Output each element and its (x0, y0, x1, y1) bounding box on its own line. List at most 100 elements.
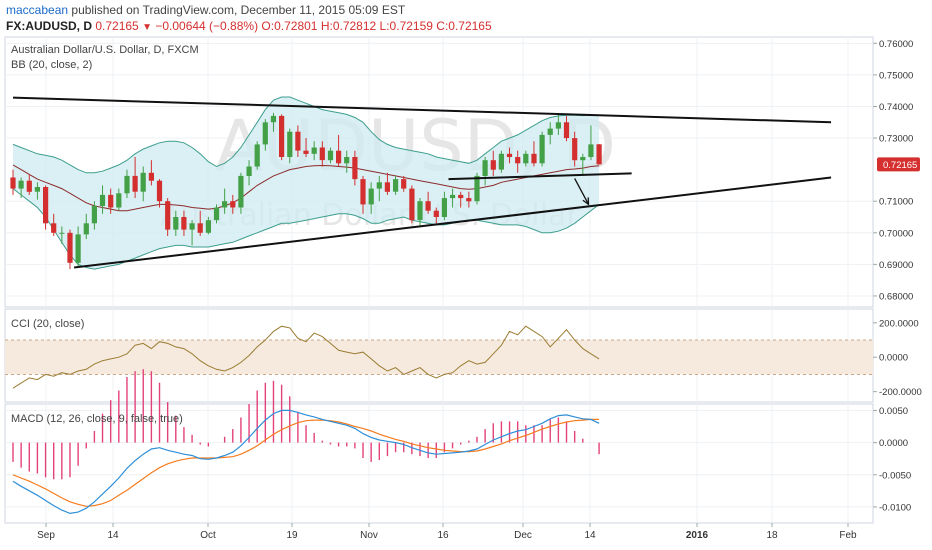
candle-body (523, 153, 529, 164)
candle-body (59, 232, 65, 234)
candle-body (490, 160, 496, 170)
candle-body (547, 128, 553, 135)
time-tick-label: Dec (514, 530, 532, 541)
candle-body (531, 153, 537, 164)
candle-body (344, 157, 350, 164)
candle-body (441, 198, 447, 217)
candle-body (588, 144, 594, 157)
candle-body (140, 172, 146, 192)
time-tick-label: Nov (360, 530, 378, 541)
candle-body (425, 201, 431, 211)
candle-body (246, 166, 252, 176)
cci-pane[interactable]: 200.0000 0.0000 -200.0000 CCI (20, close) (4, 308, 922, 403)
author-name[interactable]: maccabean (6, 3, 69, 17)
macd-grid (5, 404, 873, 523)
candle-body (352, 157, 358, 180)
candle-body (368, 188, 374, 205)
price-tick-label: 0.74000 (879, 102, 913, 113)
time-tick-label: 18 (766, 530, 778, 541)
trendlines[interactable] (12, 96, 832, 269)
price-tick-label: 0.76000 (879, 39, 913, 50)
upper-trendline (12, 96, 832, 124)
candle-body (124, 175, 130, 194)
time-tick-label: 14 (107, 530, 119, 541)
candle-body (26, 180, 32, 192)
cci-band (5, 340, 873, 375)
candle-body (319, 147, 325, 161)
ohlc-line: FX:AUDUSD, D 0.72165 ▼ −0.00644 (−0.88%)… (6, 19, 492, 33)
short-support-line (448, 172, 632, 181)
macd-signal-line (12, 418, 600, 507)
candle-body (279, 115, 285, 157)
candle-body (417, 201, 423, 221)
macd-tick-label: 0.0050 (879, 406, 908, 417)
candle-body (238, 175, 244, 208)
candle-body (393, 179, 399, 192)
price-tick-label: 0.73000 (879, 134, 913, 145)
candle-body (498, 153, 504, 170)
candle-body (34, 187, 40, 192)
candle-body (222, 201, 228, 208)
candle-body (409, 188, 415, 221)
candle-body (474, 175, 480, 202)
down-triangle-icon: ▼ (142, 22, 152, 33)
candle-body (401, 179, 407, 189)
candle-body (596, 144, 602, 165)
bollinger-lower-line (12, 188, 600, 270)
candle-body (360, 179, 366, 205)
close-value: C:0.72165 (436, 19, 492, 33)
candle-body (458, 194, 464, 199)
candle-body (189, 223, 195, 230)
cci-pane-title[interactable]: CCI (20, close) (11, 318, 84, 330)
candle-body (539, 134, 545, 164)
candle-body (132, 175, 138, 192)
time-tick-label: 2016 (686, 530, 709, 541)
price-tick-label: 0.68000 (879, 291, 913, 302)
price-tick-label: 0.75000 (879, 70, 913, 81)
time-tick-label: 14 (584, 530, 596, 541)
candle-body (270, 115, 277, 123)
candle-body (51, 223, 57, 233)
macd-tick-label: 0.0000 (879, 438, 908, 449)
price-pane[interactable]: AUDUSD, D Australian Dollar/U.S. Dollar … (4, 36, 920, 308)
cci-tick-label: 0.0000 (879, 353, 908, 364)
chart-header: maccabean published on TradingView.com, … (0, 0, 932, 36)
arrow-head (582, 197, 590, 206)
time-tick-label: Sep (37, 530, 55, 541)
cci-axis[interactable]: 200.0000 0.0000 -200.0000 (873, 318, 922, 398)
macd-pane[interactable]: 0.0050 0.0000 -0.0050 -0.0100 MACD (12, 26,… (4, 369, 911, 524)
candle-body (262, 122, 268, 145)
bollinger-upper-line (12, 96, 600, 174)
publish-line: maccabean published on TradingView.com, … (6, 3, 405, 17)
macd-line (12, 409, 600, 515)
time-axis[interactable]: Sep 14 Oct 19 Nov 16 Dec 14 2016 18 Feb (37, 523, 857, 541)
price-change: −0.00644 (−0.88%) (155, 19, 259, 33)
bb-indicator-label[interactable]: BB (20, close, 2) (11, 59, 92, 71)
symbol-label: FX:AUDUSD, D (6, 19, 92, 33)
price-tick-label: 0.70000 (879, 228, 913, 239)
last-price-tag: 0.72165 (877, 157, 920, 172)
candle-body (254, 144, 260, 167)
candle-body (482, 160, 488, 176)
candle-body (384, 182, 390, 192)
high-value: H:0.72812 (320, 19, 377, 33)
candle-body (563, 122, 570, 139)
candle-body (116, 193, 122, 208)
last-price-tag-label: 0.72165 (883, 160, 917, 171)
price-grid (5, 37, 873, 307)
price-tick-label: 0.71000 (879, 197, 913, 208)
arrow-shaft (574, 178, 590, 205)
price-axis[interactable]: 0.76000 0.75000 0.74000 0.73000 0.71000 0.700… (873, 39, 913, 303)
macd-pane-title[interactable]: MACD (12, 26, close, 9, false, true) (11, 413, 183, 425)
macd-tick-label: -0.0100 (879, 502, 911, 513)
candle-body (327, 150, 334, 161)
macd-axis[interactable]: 0.0050 0.0000 -0.0050 -0.0100 (873, 406, 911, 513)
candle-body (295, 131, 301, 151)
candle-body (91, 205, 97, 224)
candle-body (572, 138, 578, 161)
time-tick-label: 16 (437, 530, 449, 541)
candle-body (173, 217, 179, 230)
macd-tick-label: -0.0050 (879, 470, 911, 481)
candle-body (205, 220, 211, 233)
